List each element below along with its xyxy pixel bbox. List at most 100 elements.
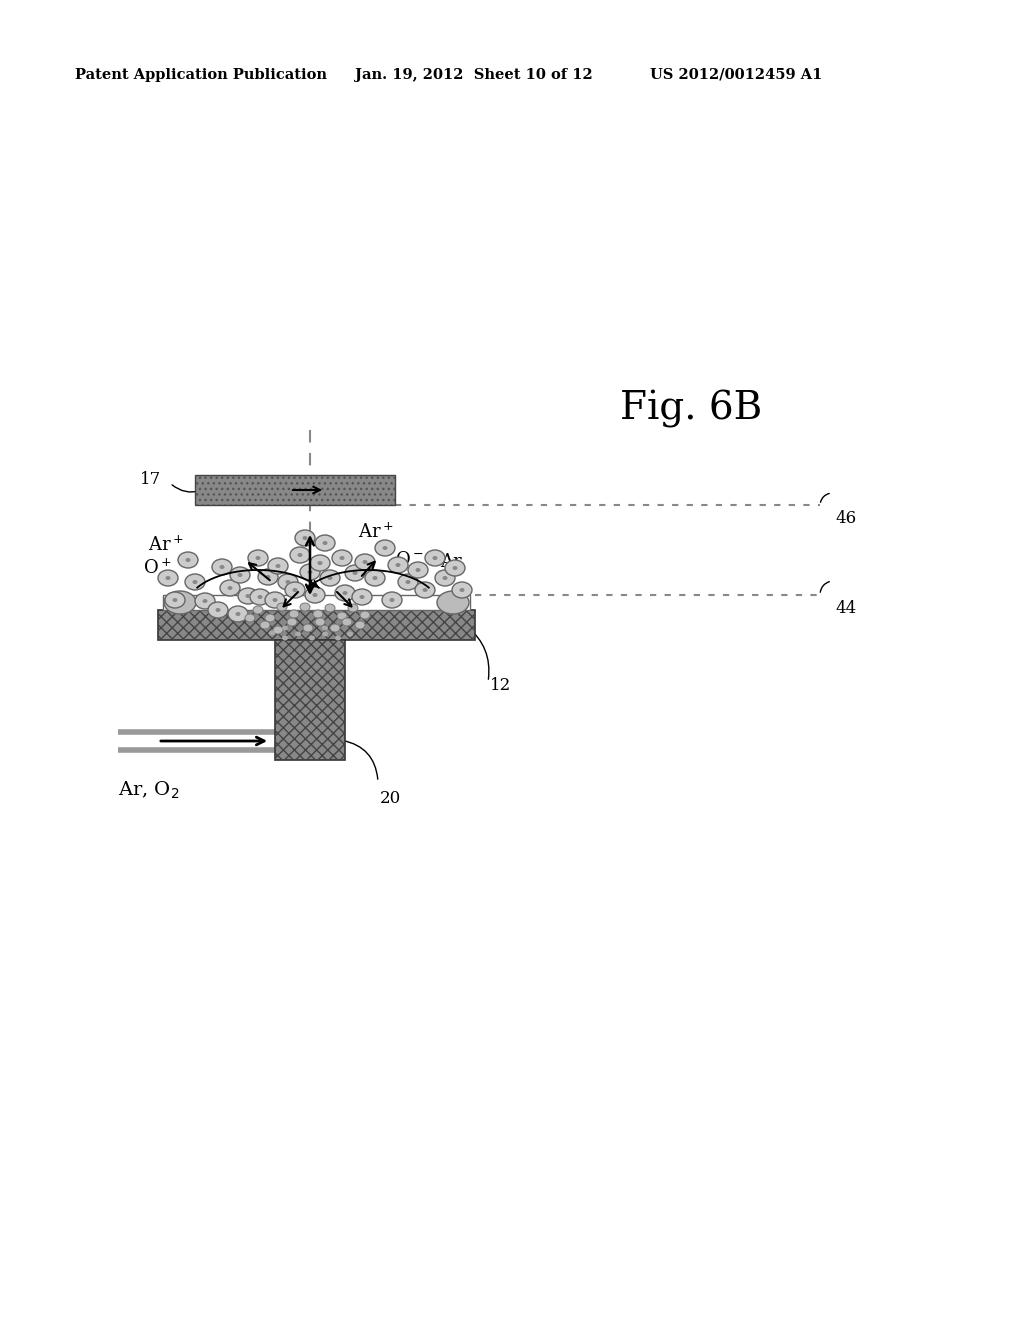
Ellipse shape (298, 553, 302, 557)
Ellipse shape (352, 572, 357, 576)
Ellipse shape (245, 614, 255, 622)
Ellipse shape (322, 626, 328, 631)
Ellipse shape (375, 540, 395, 556)
Ellipse shape (282, 635, 288, 640)
Text: Ar$^+$: Ar$^+$ (358, 523, 393, 541)
Ellipse shape (398, 574, 418, 590)
Ellipse shape (382, 591, 402, 609)
Bar (275, 640, 345, 760)
Ellipse shape (303, 624, 313, 632)
Ellipse shape (416, 568, 421, 572)
Ellipse shape (286, 579, 291, 583)
Ellipse shape (265, 591, 285, 609)
Ellipse shape (323, 541, 328, 545)
Ellipse shape (383, 546, 387, 550)
Ellipse shape (273, 626, 283, 634)
Ellipse shape (300, 603, 310, 611)
Bar (195, 475, 395, 506)
Ellipse shape (165, 591, 185, 609)
Text: Ar$^+$: Ar$^+$ (148, 536, 183, 554)
Ellipse shape (317, 561, 323, 565)
Ellipse shape (269, 631, 275, 635)
Ellipse shape (315, 535, 335, 550)
FancyArrowPatch shape (820, 582, 829, 593)
Ellipse shape (278, 574, 298, 590)
Ellipse shape (310, 554, 330, 572)
Ellipse shape (360, 611, 370, 619)
Ellipse shape (348, 605, 358, 612)
Ellipse shape (355, 554, 375, 570)
Ellipse shape (236, 612, 241, 616)
Text: O$^+$: O$^+$ (143, 558, 172, 578)
Ellipse shape (415, 582, 435, 598)
Ellipse shape (250, 589, 270, 605)
Ellipse shape (460, 587, 465, 591)
Ellipse shape (319, 570, 340, 586)
Ellipse shape (342, 591, 347, 595)
Text: Ar, O$_2$: Ar, O$_2$ (118, 780, 179, 801)
Ellipse shape (228, 606, 248, 622)
Ellipse shape (452, 582, 472, 598)
Ellipse shape (164, 591, 196, 614)
FancyArrowPatch shape (820, 494, 829, 503)
Ellipse shape (335, 635, 341, 640)
Ellipse shape (230, 568, 250, 583)
Ellipse shape (445, 560, 465, 576)
Text: 17: 17 (140, 471, 161, 488)
Ellipse shape (337, 612, 347, 620)
Ellipse shape (293, 587, 298, 591)
FancyArrowPatch shape (467, 627, 488, 680)
Ellipse shape (220, 579, 240, 597)
Ellipse shape (208, 602, 228, 618)
Ellipse shape (395, 564, 400, 568)
Ellipse shape (268, 558, 288, 574)
Ellipse shape (328, 576, 333, 579)
Text: Ar: Ar (440, 553, 462, 572)
Bar (275, 640, 345, 760)
Ellipse shape (193, 579, 198, 583)
Ellipse shape (265, 614, 275, 622)
FancyArrowPatch shape (172, 484, 201, 492)
Ellipse shape (238, 587, 258, 605)
Ellipse shape (362, 560, 368, 564)
Ellipse shape (325, 605, 335, 612)
Ellipse shape (315, 618, 325, 626)
Ellipse shape (158, 570, 178, 586)
Ellipse shape (389, 598, 394, 602)
Ellipse shape (335, 585, 355, 601)
Ellipse shape (330, 624, 340, 632)
Text: US 2012/0012459 A1: US 2012/0012459 A1 (650, 69, 822, 82)
Text: 46: 46 (835, 510, 856, 527)
Ellipse shape (185, 574, 205, 590)
Ellipse shape (313, 610, 323, 618)
Ellipse shape (185, 558, 190, 562)
Ellipse shape (365, 570, 385, 586)
Ellipse shape (212, 558, 232, 576)
Ellipse shape (256, 556, 260, 560)
Bar (195, 475, 395, 506)
Ellipse shape (219, 565, 224, 569)
Ellipse shape (442, 576, 447, 579)
Ellipse shape (347, 631, 353, 636)
Ellipse shape (425, 550, 445, 566)
Ellipse shape (322, 631, 328, 636)
Text: Fig. 6B: Fig. 6B (620, 389, 762, 428)
Ellipse shape (302, 536, 307, 540)
Ellipse shape (238, 573, 243, 577)
Ellipse shape (437, 591, 469, 614)
Ellipse shape (352, 589, 372, 605)
Text: e$^-$: e$^-$ (215, 619, 238, 636)
Ellipse shape (272, 598, 278, 602)
Ellipse shape (435, 570, 455, 586)
Ellipse shape (265, 576, 270, 579)
Text: 12: 12 (490, 676, 511, 693)
Ellipse shape (215, 609, 220, 612)
Ellipse shape (260, 620, 270, 630)
Ellipse shape (388, 557, 408, 573)
Ellipse shape (246, 594, 251, 598)
Ellipse shape (355, 620, 365, 630)
Ellipse shape (287, 618, 297, 626)
Ellipse shape (285, 582, 305, 598)
Ellipse shape (253, 606, 263, 614)
FancyArrowPatch shape (343, 741, 378, 779)
